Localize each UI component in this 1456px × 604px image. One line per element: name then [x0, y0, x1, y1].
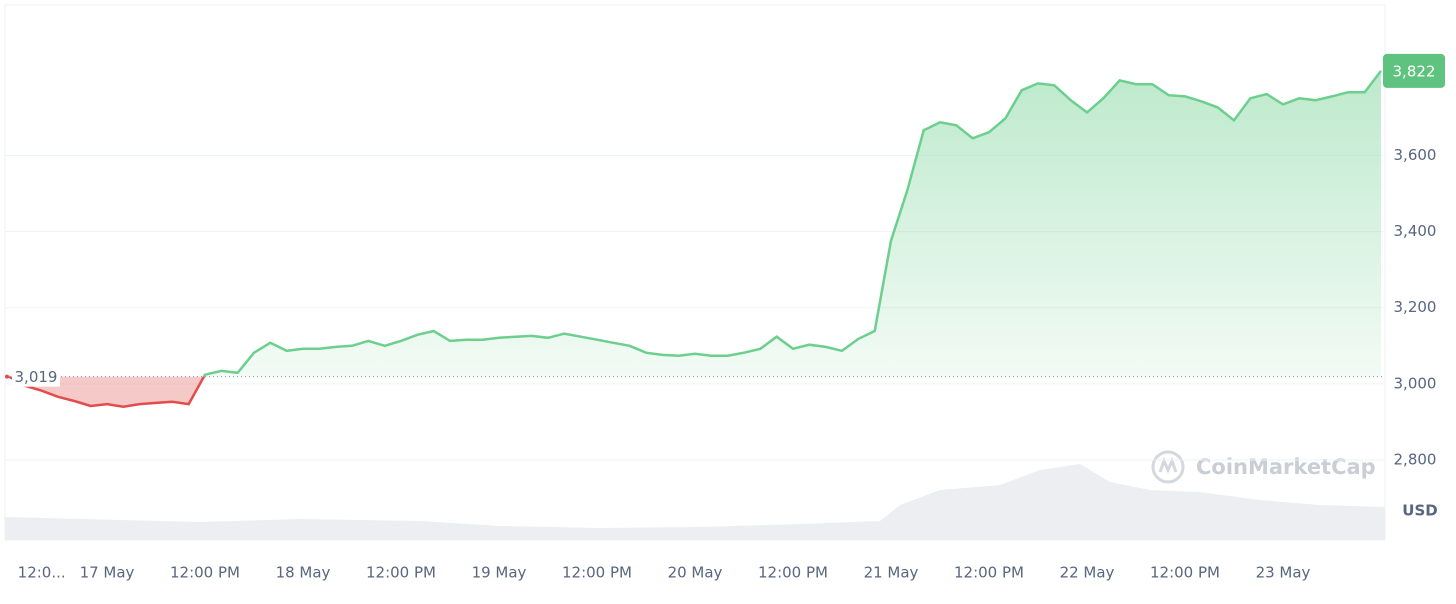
y-tick-label: 3,600 — [1394, 146, 1437, 164]
x-tick-label: 23 May — [1256, 564, 1311, 582]
volume-area — [5, 464, 1385, 540]
x-tick-label: 22 May — [1060, 564, 1115, 582]
last-price-badge — [1383, 53, 1445, 88]
x-tick-label: 18 May — [276, 564, 331, 582]
x-tick-label: 17 May — [80, 564, 135, 582]
baseline-label-bg — [12, 366, 60, 387]
area-up — [9, 70, 1381, 377]
price-line-up — [8, 70, 1382, 377]
y-tick-label: 3,000 — [1394, 374, 1437, 392]
x-tick-label: 12:00 PM — [1150, 564, 1220, 582]
x-tick-label: 19 May — [472, 564, 527, 582]
last-price-label: 3,822 — [1393, 62, 1436, 80]
y-tick-label: 3,400 — [1394, 222, 1437, 240]
watermark: CoinMarketCap — [1151, 450, 1376, 484]
x-tick-label: 12:00 PM — [170, 564, 240, 582]
x-tick-label: 21 May — [864, 564, 919, 582]
y-tick-label: 3,200 — [1394, 298, 1437, 316]
x-tick-label: 12:00 PM — [562, 564, 632, 582]
baseline-dot — [5, 374, 9, 379]
baseline-label: 3,019 — [15, 368, 58, 386]
y-tick-label: 2,800 — [1394, 451, 1437, 469]
x-tick-label: 12:0... — [18, 564, 66, 582]
unit-label: USD — [1402, 502, 1437, 520]
x-tick-label: 12:00 PM — [954, 564, 1024, 582]
x-tick-label: 12:00 PM — [758, 564, 828, 582]
watermark-text: CoinMarketCap — [1196, 455, 1376, 479]
x-tick-label: 12:00 PM — [366, 564, 436, 582]
watermark-logo-mark — [1158, 456, 1178, 474]
x-tick-label: 20 May — [668, 564, 723, 582]
watermark-logo — [1151, 450, 1185, 484]
